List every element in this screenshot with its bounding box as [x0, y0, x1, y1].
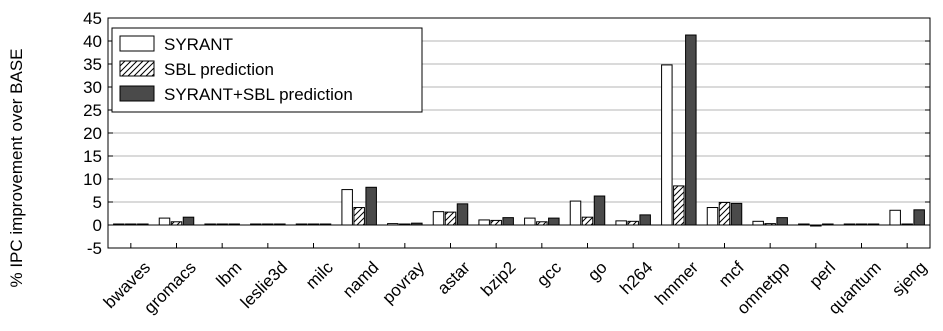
bar-white — [889, 209, 901, 226]
bar-white — [158, 217, 171, 226]
y-axis-title: % IPC improvement over BASE — [7, 48, 26, 287]
y-tick-label: -5 — [87, 239, 102, 258]
bar-white — [524, 217, 536, 226]
bar-white — [569, 200, 582, 226]
y-tick-label: 15 — [83, 147, 102, 166]
y-tick-label: 45 — [83, 9, 102, 28]
bar-white — [478, 219, 490, 226]
bar-hatched — [581, 216, 594, 226]
x-tick-label: perl — [806, 258, 839, 291]
x-tick-label: go — [584, 258, 611, 285]
bar-dark — [593, 195, 606, 226]
x-tick-label: bzip2 — [477, 258, 519, 300]
legend-label: SYRANT — [164, 35, 233, 54]
plot-frame — [107, 17, 931, 249]
bar-dark — [730, 202, 743, 226]
bar-hatched — [353, 207, 365, 226]
x-tick-label: leslie3d — [237, 258, 291, 312]
x-tick-label: namd — [339, 258, 383, 302]
bar-dark — [182, 216, 195, 226]
legend-label: SBL prediction — [164, 60, 274, 79]
legend-swatch-white — [119, 35, 155, 52]
bar-hatched — [444, 211, 457, 226]
bar-white — [706, 207, 719, 226]
bar-dark — [456, 203, 469, 226]
legend-box — [111, 27, 423, 113]
x-tick-label: milc — [302, 258, 337, 293]
y-tick-label: 25 — [83, 101, 102, 120]
x-tick-label: povray — [379, 258, 429, 308]
legend-label: SYRANT+SBL prediction — [164, 85, 353, 104]
legend-swatch-hatched — [119, 60, 155, 77]
y-tick-label: 10 — [83, 170, 102, 189]
y-tick-label: 30 — [83, 78, 102, 97]
bar-hatched — [673, 185, 685, 226]
x-tick-label: gcc — [533, 258, 565, 290]
bar-dark — [639, 214, 651, 226]
x-tick-label: lbm — [213, 258, 246, 291]
y-tick-label: 20 — [83, 124, 102, 143]
y-tick-label: 5 — [93, 193, 102, 212]
bar-white — [432, 211, 445, 226]
bar-white — [615, 220, 627, 226]
bar-hatched — [718, 201, 731, 226]
bar-white — [341, 189, 353, 226]
bar-white — [752, 220, 764, 226]
bar-dark — [548, 217, 560, 226]
y-tick-label: 0 — [93, 216, 102, 235]
bar-hatched — [627, 220, 639, 226]
bar-hatched — [490, 219, 502, 226]
x-tick-label: astar — [434, 258, 474, 298]
bar-white — [661, 64, 673, 226]
x-tick-label: h264 — [616, 258, 656, 298]
x-tick-label: mcf — [715, 258, 748, 291]
y-tick-label: 40 — [83, 32, 102, 51]
x-tick-label: hmmer — [651, 258, 702, 309]
bar-dark — [685, 34, 697, 226]
bar-dark — [502, 217, 514, 226]
legend-swatch-dark — [119, 85, 155, 102]
y-tick-label: 35 — [83, 55, 102, 74]
bar-dark — [776, 217, 788, 226]
x-tick-label: sjeng — [888, 258, 930, 300]
bar-dark — [365, 186, 377, 226]
bar-dark — [913, 209, 925, 226]
